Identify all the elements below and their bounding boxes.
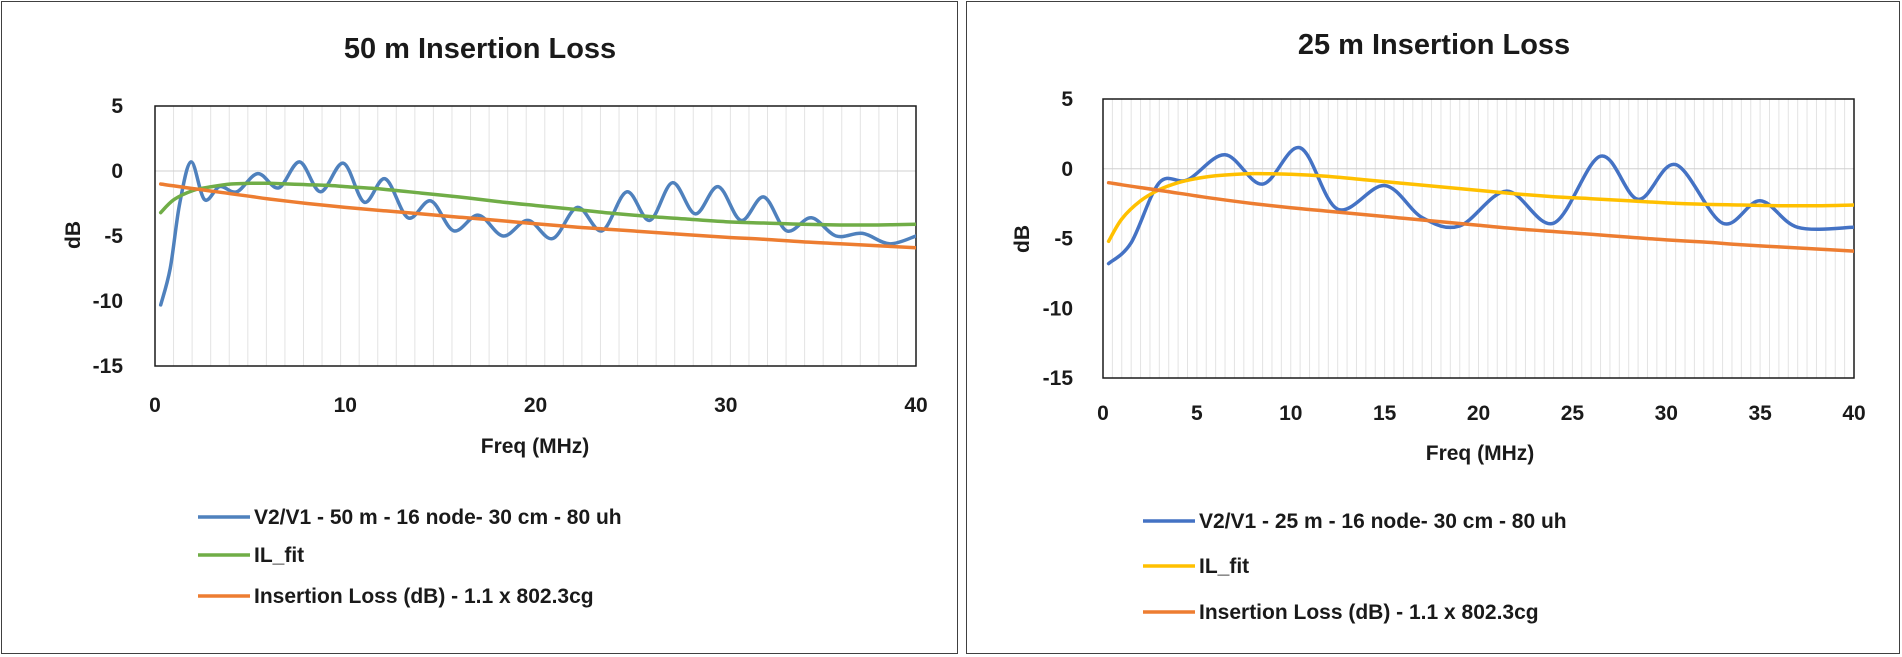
x-tick-label: 30 — [714, 394, 737, 417]
y-tick-label: -15 — [1043, 367, 1074, 390]
y-tick-label: 5 — [111, 95, 123, 118]
y-tick-label: 0 — [1061, 158, 1073, 181]
legend-entry: IL_fit — [1143, 555, 1249, 578]
x-tick-label: 40 — [1842, 402, 1865, 425]
chart-panel-25m: 25 m Insertion Loss Freq (MHz) dB 0 5 10 15… — [966, 1, 1900, 654]
x-tick-label: 10 — [334, 394, 357, 417]
chart-panel-50m: 50 m Insertion Loss Freq (MHz) dB 0 10 20 3… — [1, 1, 958, 654]
plot-area — [1102, 98, 1855, 379]
y-tick-label: 5 — [1061, 88, 1073, 111]
x-tick-label: 30 — [1655, 402, 1678, 425]
legend-entry: IL_fit — [198, 544, 304, 567]
x-tick-label: 25 — [1561, 402, 1585, 425]
y-tick-label: -10 — [93, 290, 123, 313]
legend-label: Insertion Loss (dB) - 1.1 x 802.3cg — [254, 585, 594, 608]
x-tick-label: 5 — [1191, 402, 1203, 425]
x-tick-label: 15 — [1373, 402, 1397, 425]
x-tick-label: 0 — [149, 394, 161, 417]
legend-label: V2/V1 - 50 m - 16 node- 30 cm - 80 uh — [254, 506, 622, 529]
legend-label: IL_fit — [1199, 555, 1249, 578]
series-line-1 — [1106, 146, 1854, 266]
chart-25m-insertion-loss: 25 m Insertion Loss Freq (MHz) dB 0 5 10 15… — [1011, 29, 1866, 624]
series-line-3 — [158, 182, 916, 250]
gridlines — [1102, 99, 1855, 378]
plot-area — [154, 105, 917, 367]
y-axis-label: dB — [62, 221, 85, 249]
legend-label: Insertion Loss (dB) - 1.1 x 802.3cg — [1199, 601, 1539, 624]
x-tick-label: 20 — [524, 394, 547, 417]
series-line-2 — [158, 181, 916, 227]
x-tick-label: 10 — [1279, 402, 1302, 425]
chart-title: 25 m Insertion Loss — [1298, 29, 1570, 61]
y-tick-label: -5 — [1054, 228, 1073, 251]
x-tick-label: 35 — [1748, 402, 1772, 425]
x-tick-label: 0 — [1097, 402, 1109, 425]
y-tick-label: -15 — [93, 355, 124, 378]
chart-title: 50 m Insertion Loss — [344, 33, 616, 65]
legend-label: IL_fit — [254, 544, 304, 567]
y-axis-label: dB — [1011, 225, 1034, 253]
legend-entry: Insertion Loss (dB) - 1.1 x 802.3cg — [1143, 601, 1539, 624]
x-tick-label: 40 — [904, 394, 927, 417]
x-tick-label: 20 — [1467, 402, 1490, 425]
legend-entry: V2/V1 - 50 m - 16 node- 30 cm - 80 uh — [198, 506, 622, 529]
legend-label: V2/V1 - 25 m - 16 node- 30 cm - 80 uh — [1199, 510, 1567, 533]
y-tick-label: -5 — [104, 225, 123, 248]
legend-entry: Insertion Loss (dB) - 1.1 x 802.3cg — [198, 585, 594, 608]
series-line-1 — [158, 160, 916, 307]
chart-50m-insertion-loss: 50 m Insertion Loss Freq (MHz) dB 0 10 20 3… — [62, 33, 928, 608]
gridlines — [154, 106, 917, 366]
x-axis-label: Freq (MHz) — [481, 435, 590, 458]
series-line-3 — [1106, 180, 1854, 253]
y-tick-label: 0 — [111, 160, 123, 183]
x-axis-label: Freq (MHz) — [1426, 442, 1535, 465]
legend-entry: V2/V1 - 25 m - 16 node- 30 cm - 80 uh — [1143, 510, 1567, 533]
series-line-2 — [1106, 171, 1854, 244]
y-tick-label: -10 — [1043, 297, 1073, 320]
